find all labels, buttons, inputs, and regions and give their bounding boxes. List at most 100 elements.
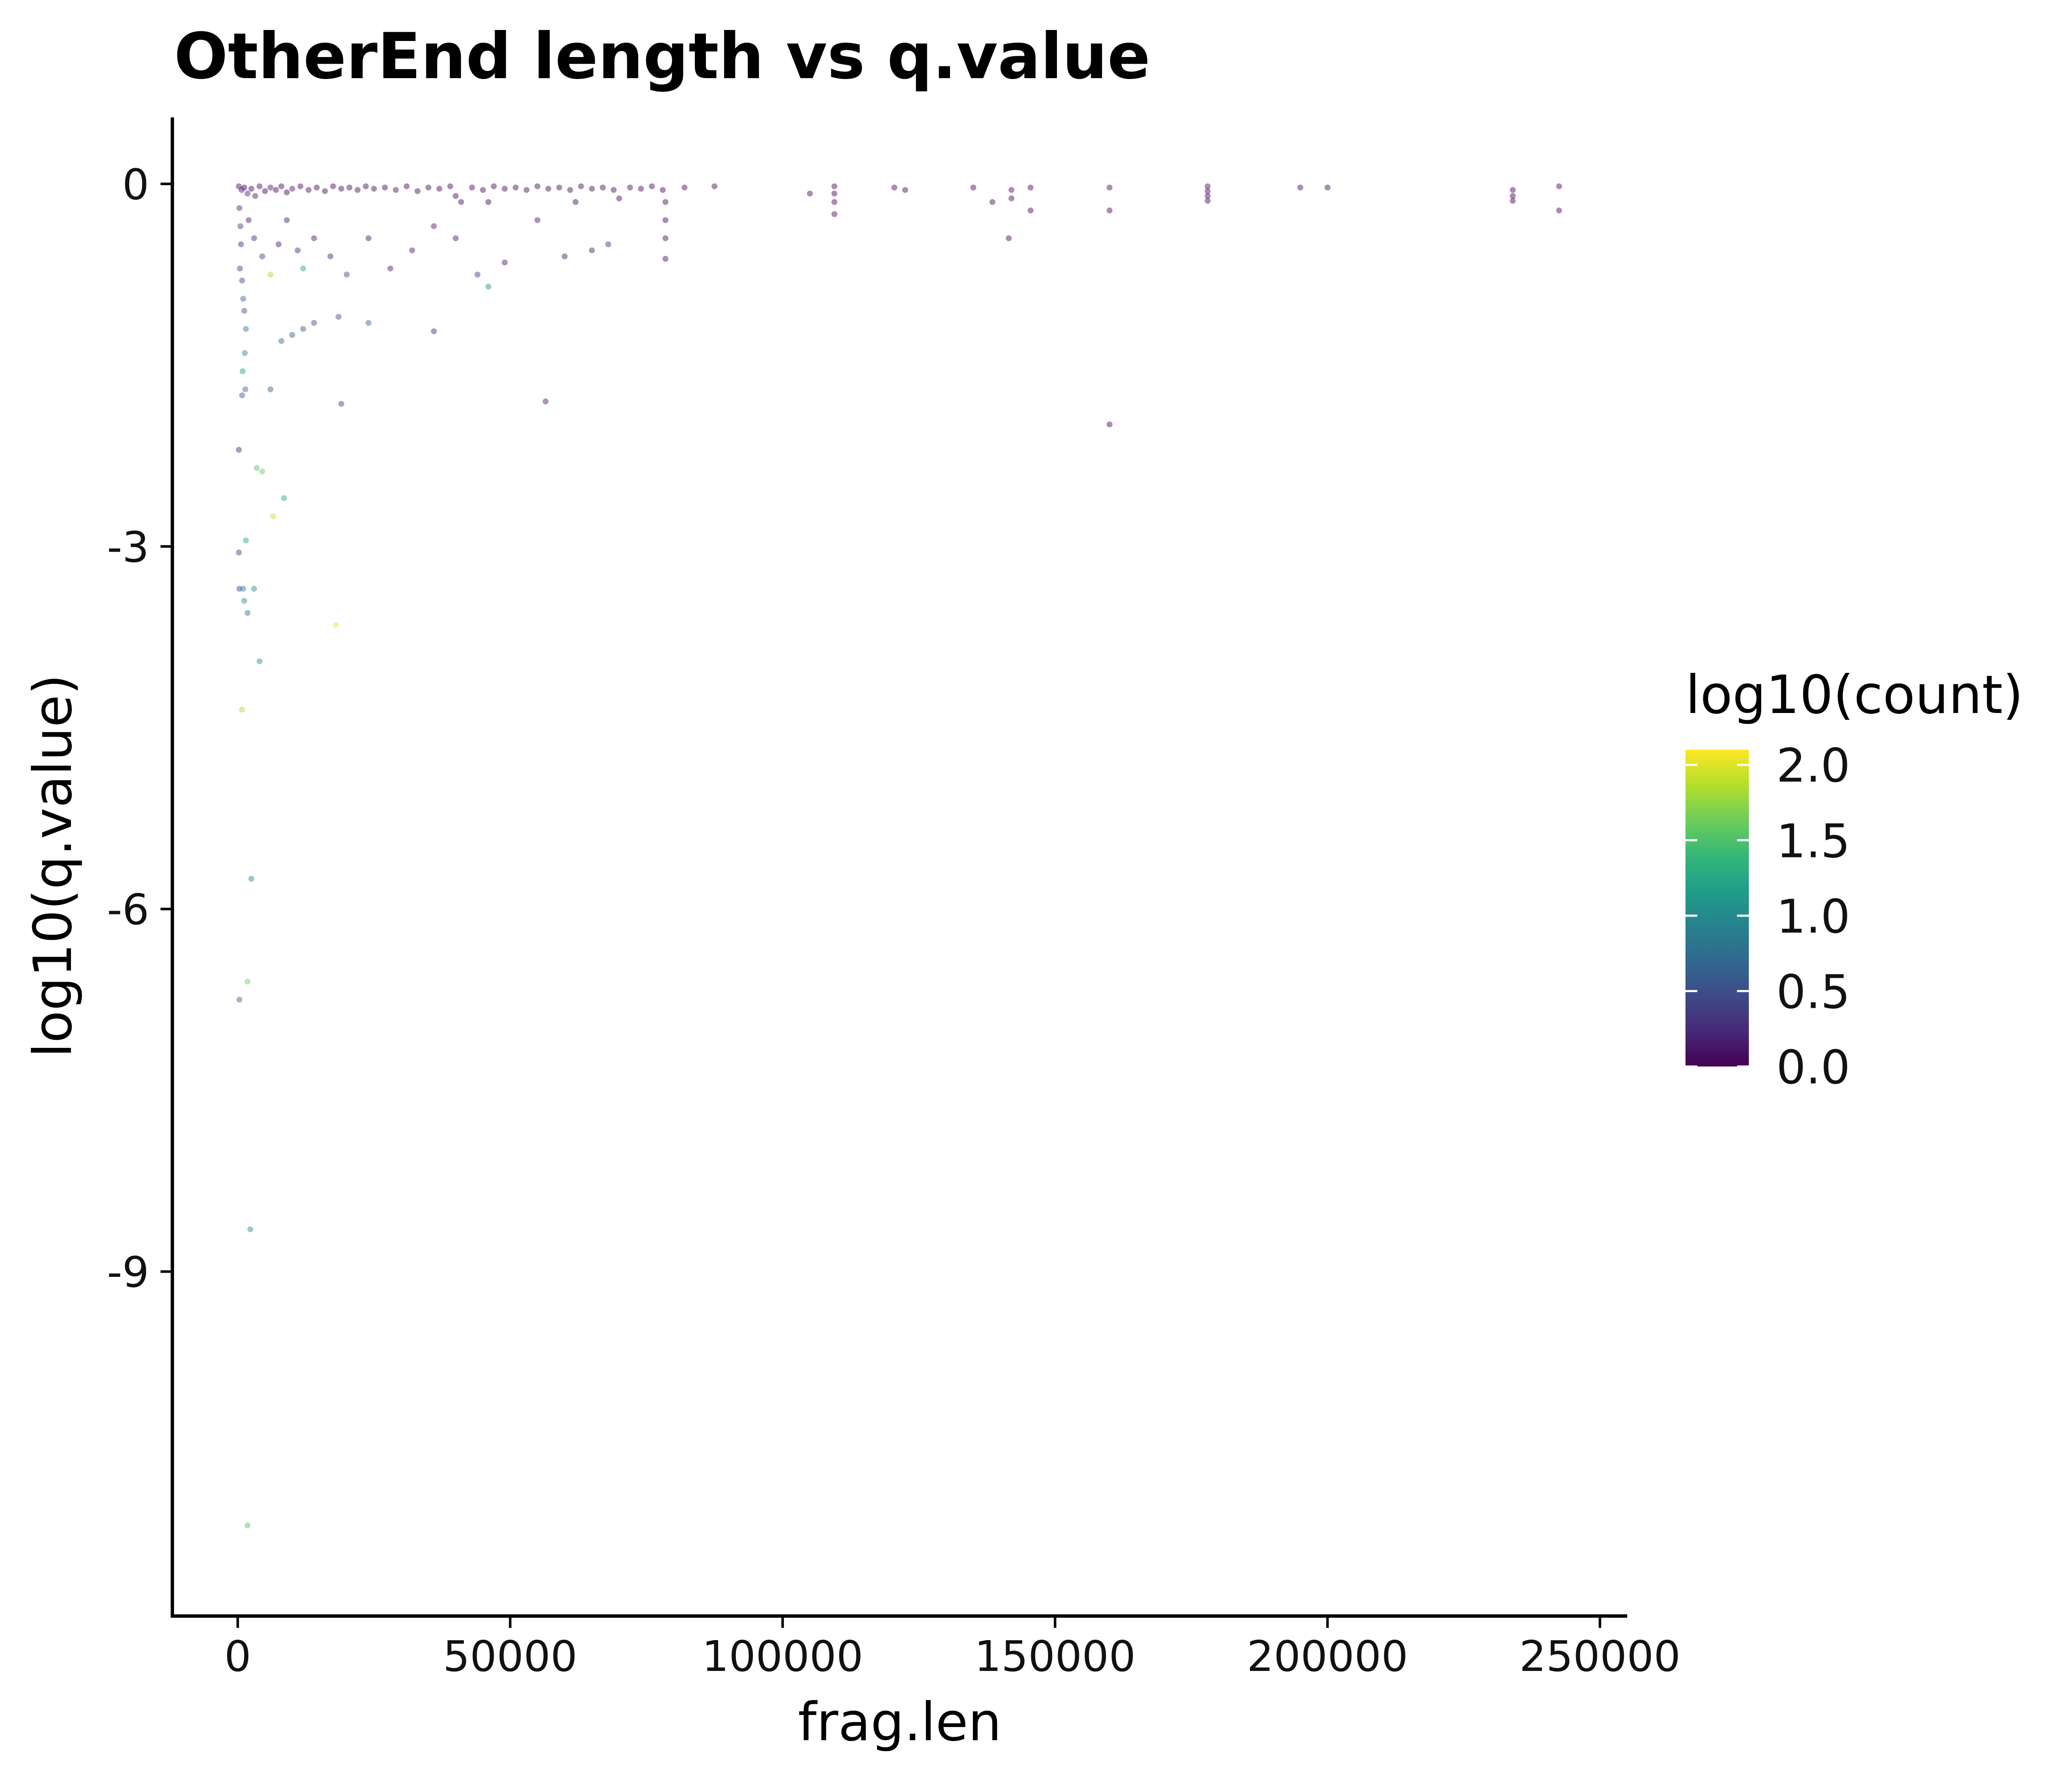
data-point (236, 183, 242, 190)
data-point (1027, 207, 1034, 214)
data-point (1556, 183, 1562, 190)
data-point (638, 185, 644, 192)
x-tick-label: 100000 (702, 1632, 863, 1681)
data-point (1324, 185, 1331, 190)
data-point (267, 272, 274, 278)
data-point (365, 235, 372, 242)
data-point (256, 183, 263, 190)
y-axis-title: log10(q.value) (22, 674, 84, 1058)
data-point (452, 235, 459, 242)
data-point (600, 185, 606, 190)
x-tick-label: 0 (224, 1632, 251, 1681)
legend-title: log10(count) (1685, 664, 2023, 726)
data-point (970, 185, 977, 190)
data-point (425, 185, 432, 190)
data-point (248, 185, 254, 192)
data-point (300, 326, 306, 332)
x-tick-label: 50000 (443, 1632, 577, 1681)
colorbar (1685, 750, 1749, 1067)
data-point (239, 392, 245, 399)
data-point (259, 253, 265, 259)
x-tick-label: 250000 (1519, 1632, 1681, 1681)
data-point (447, 183, 453, 190)
x-axis-title: frag.len (798, 1692, 1002, 1753)
data-point (330, 183, 336, 190)
data-point (305, 187, 312, 193)
data-point (242, 386, 248, 392)
data-point (1556, 207, 1562, 214)
data-point (289, 185, 295, 192)
data-point (1510, 187, 1516, 193)
data-point (589, 247, 595, 253)
data-point (831, 183, 838, 190)
data-point (1006, 235, 1012, 242)
data-point (242, 350, 248, 356)
data-point (807, 190, 813, 197)
data-point (578, 183, 584, 190)
data-point (561, 253, 568, 259)
data-point (322, 188, 328, 194)
data-point (243, 326, 249, 332)
data-point (485, 283, 492, 290)
x-tick-label: 150000 (975, 1632, 1136, 1681)
data-point (431, 223, 437, 229)
data-point (382, 185, 388, 190)
data-point (335, 314, 342, 320)
data-point (452, 193, 459, 199)
data-point (338, 185, 344, 192)
data-point (241, 598, 248, 604)
data-point (283, 189, 290, 196)
data-point (346, 185, 353, 190)
data-point (248, 876, 254, 882)
data-point (474, 272, 481, 278)
y-tick-label: -9 (107, 1248, 149, 1297)
data-point (245, 1522, 250, 1529)
data-point (245, 217, 252, 223)
data-point (1204, 183, 1211, 190)
data-point (662, 199, 669, 205)
data-point (371, 185, 377, 192)
data-point (659, 187, 666, 193)
colorbar-label: 1.5 (1776, 814, 1850, 868)
data-point (256, 658, 263, 664)
data-point (605, 241, 611, 248)
data-point (252, 193, 259, 199)
data-point (831, 190, 838, 197)
data-point (512, 185, 519, 190)
data-point (534, 183, 541, 190)
data-point (662, 256, 669, 262)
data-point (362, 183, 369, 190)
y-tick-label: 0 (122, 160, 149, 209)
data-point (403, 183, 410, 190)
data-point (300, 265, 306, 272)
data-point (297, 183, 304, 190)
data-point (572, 199, 579, 205)
data-point (338, 401, 344, 407)
data-point (311, 320, 317, 326)
data-point (1106, 421, 1113, 427)
y-tick-label: -6 (107, 885, 149, 934)
data-point (1106, 207, 1113, 214)
data-point (589, 185, 595, 192)
data-point (236, 550, 242, 556)
data-point (711, 183, 718, 190)
data-point (333, 622, 339, 628)
data-point (1510, 193, 1516, 199)
data-point (278, 183, 284, 190)
data-point (1510, 198, 1516, 204)
data-point (281, 495, 287, 501)
data-point (1027, 185, 1034, 190)
data-point (354, 187, 361, 193)
data-point (1106, 185, 1113, 190)
data-point (251, 235, 257, 242)
data-point (681, 185, 688, 190)
data-point (259, 468, 265, 475)
data-point (458, 199, 464, 205)
x-axis-ticks: 0 50000 100000 150000 200000 250000 (224, 1616, 1680, 1681)
data-point (289, 332, 295, 338)
data-point (831, 199, 838, 205)
data-point (556, 185, 562, 190)
data-point (542, 398, 549, 405)
colorbar-label: 2.0 (1776, 739, 1850, 793)
data-point (236, 996, 242, 1003)
